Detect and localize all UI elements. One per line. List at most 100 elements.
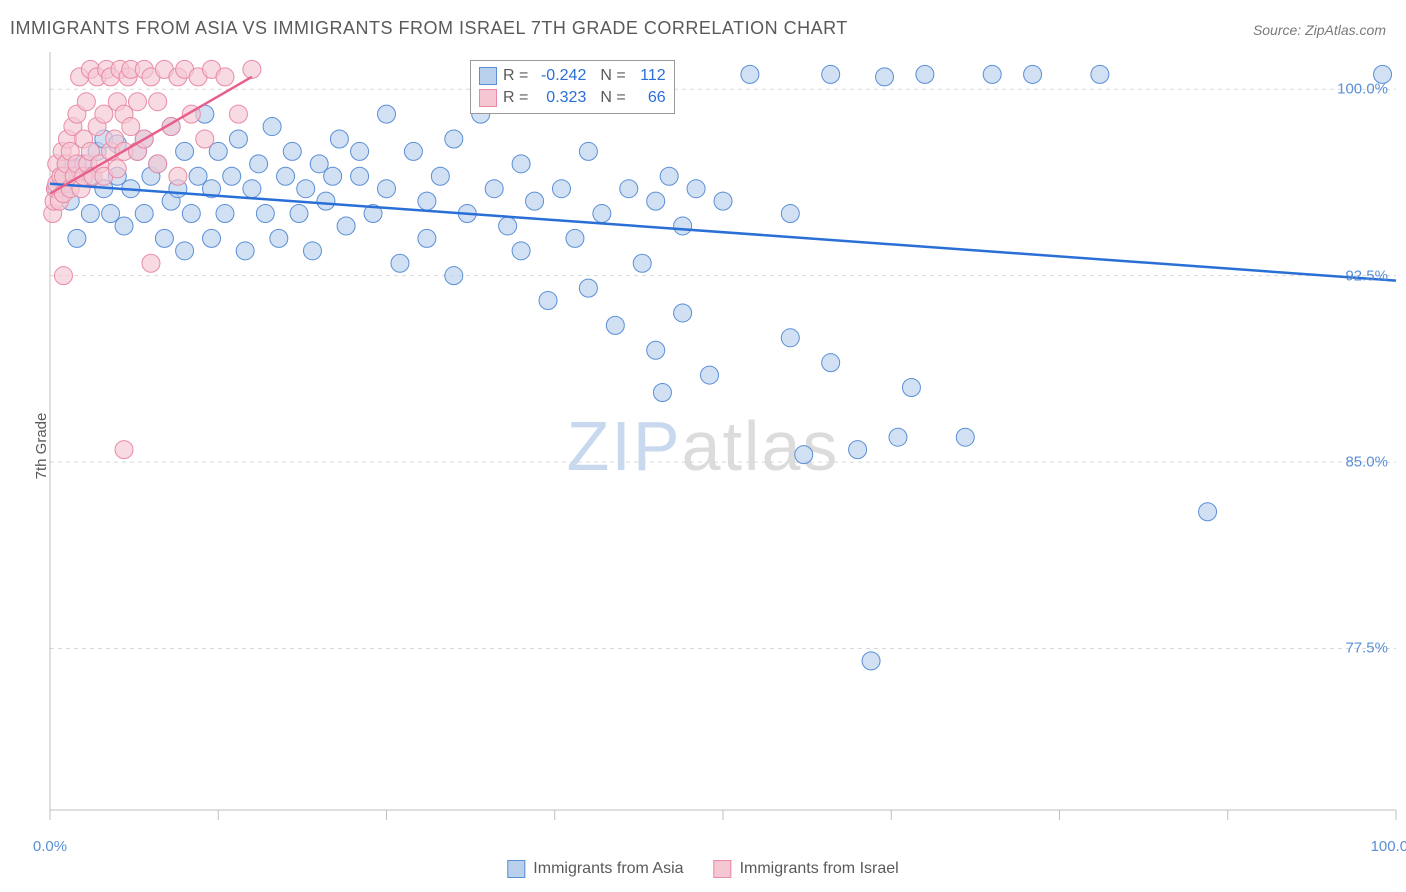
data-point (620, 180, 638, 198)
data-point (653, 383, 671, 401)
y-tick-label: 92.5% (1345, 267, 1388, 284)
data-point (250, 155, 268, 173)
data-point (956, 428, 974, 446)
data-point (889, 428, 907, 446)
data-point (277, 167, 295, 185)
data-point (229, 130, 247, 148)
data-point (68, 229, 86, 247)
data-point (216, 205, 234, 223)
data-point (378, 180, 396, 198)
data-point (176, 242, 194, 260)
data-point (781, 205, 799, 223)
data-point (539, 292, 557, 310)
data-point (445, 130, 463, 148)
data-point (418, 192, 436, 210)
data-point (263, 118, 281, 136)
correlation-chart: IMMIGRANTS FROM ASIA VS IMMIGRANTS FROM … (0, 0, 1406, 892)
data-point (128, 93, 146, 111)
data-point (182, 205, 200, 223)
data-point (115, 441, 133, 459)
data-point (243, 180, 261, 198)
data-point (552, 180, 570, 198)
data-point (647, 192, 665, 210)
data-point (203, 229, 221, 247)
data-point (196, 130, 214, 148)
data-point (270, 229, 288, 247)
data-point (526, 192, 544, 210)
data-point (741, 65, 759, 83)
data-point (297, 180, 315, 198)
data-point (176, 142, 194, 160)
data-point (81, 205, 99, 223)
data-point (431, 167, 449, 185)
data-point (108, 160, 126, 178)
data-point (1199, 503, 1217, 521)
data-point (256, 205, 274, 223)
data-point (290, 205, 308, 223)
data-point (512, 242, 530, 260)
data-point (216, 68, 234, 86)
stat-n-value: 66 (632, 87, 666, 109)
data-point (135, 205, 153, 223)
data-point (499, 217, 517, 235)
y-tick-label: 85.0% (1345, 454, 1388, 471)
stat-r-label: R = (503, 87, 528, 109)
legend-item: Immigrants from Israel (714, 860, 899, 878)
data-point (485, 180, 503, 198)
data-point (849, 441, 867, 459)
data-point (378, 105, 396, 123)
stat-r-label: R = (503, 65, 528, 87)
data-point (229, 105, 247, 123)
data-point (606, 316, 624, 334)
data-point (303, 242, 321, 260)
data-point (54, 267, 72, 285)
data-point (795, 446, 813, 464)
data-point (566, 229, 584, 247)
data-point (169, 167, 187, 185)
data-point (418, 229, 436, 247)
data-point (512, 155, 530, 173)
data-point (236, 242, 254, 260)
stat-n-label: N = (600, 65, 625, 87)
correlation-stats-box: R = -0.242 N = 112 R = 0.323 N = 66 (470, 60, 675, 114)
data-point (155, 229, 173, 247)
data-point (579, 142, 597, 160)
stat-swatch (479, 67, 497, 85)
data-point (149, 93, 167, 111)
x-tick-label: 0.0% (33, 838, 67, 855)
data-point (223, 167, 241, 185)
y-tick-label: 77.5% (1345, 640, 1388, 657)
stat-row: R = -0.242 N = 112 (479, 65, 666, 87)
data-point (876, 68, 894, 86)
data-point (142, 254, 160, 272)
data-point (647, 341, 665, 359)
data-point (317, 192, 335, 210)
data-point (391, 254, 409, 272)
stat-n-label: N = (600, 87, 625, 109)
data-point (77, 93, 95, 111)
data-point (714, 192, 732, 210)
legend-swatch (507, 860, 525, 878)
stat-swatch (479, 89, 497, 107)
data-point (351, 142, 369, 160)
data-point (687, 180, 705, 198)
legend-label: Immigrants from Asia (533, 860, 683, 878)
plot-svg (0, 0, 1406, 892)
legend-item: Immigrants from Asia (507, 860, 683, 878)
legend-label: Immigrants from Israel (740, 860, 899, 878)
y-tick-label: 100.0% (1337, 81, 1388, 98)
data-point (633, 254, 651, 272)
data-point (822, 65, 840, 83)
stat-r-value: 0.323 (534, 87, 586, 109)
data-point (243, 60, 261, 78)
stat-n-value: 112 (632, 65, 666, 87)
legend-bottom: Immigrants from Asia Immigrants from Isra… (507, 860, 898, 878)
stat-r-value: -0.242 (534, 65, 586, 87)
data-point (445, 267, 463, 285)
data-point (149, 155, 167, 173)
data-point (330, 130, 348, 148)
data-point (822, 354, 840, 372)
legend-swatch (714, 860, 732, 878)
data-point (324, 167, 342, 185)
data-point (862, 652, 880, 670)
